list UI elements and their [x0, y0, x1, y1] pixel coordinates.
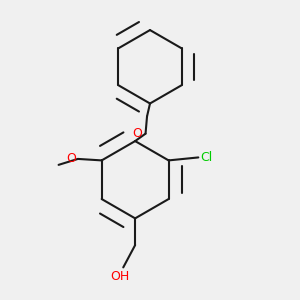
Text: OH: OH	[111, 270, 130, 284]
Text: Cl: Cl	[200, 151, 212, 164]
Text: O: O	[132, 127, 142, 140]
Text: O: O	[67, 152, 76, 165]
